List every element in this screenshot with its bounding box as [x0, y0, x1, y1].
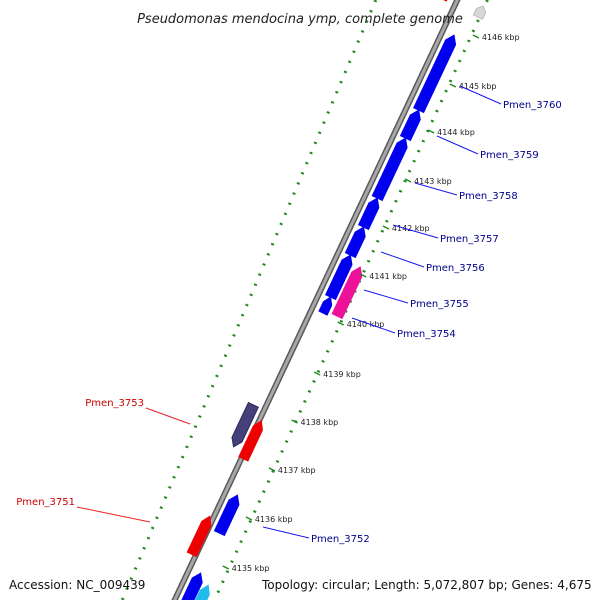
kbp-tick-label: 4135 kbp — [232, 564, 270, 573]
gene-pmen-3758-arrow — [371, 137, 408, 202]
gene-pmen-3753-box — [231, 401, 259, 448]
kbp-ticks: 4146 kbp 4145 kbp 4144 kbp 4143 kbp 4142 kbp… — [222, 33, 520, 573]
gene-label-leader — [145, 407, 191, 425]
gene-bottom-blue-arrow — [181, 572, 203, 600]
gene-pmen-3752-arrow — [213, 494, 240, 537]
gene-label-leader — [363, 289, 409, 304]
gene-pmen-3754-arrow — [318, 296, 333, 316]
gene-label-leader — [262, 526, 310, 539]
kbp-tick-mark — [245, 516, 253, 521]
gene-pink-arrow — [331, 266, 363, 320]
gene-top-red-arrow — [443, 0, 448, 2]
gene-label-leader — [392, 224, 439, 239]
gene-label-leader — [436, 135, 479, 155]
gene-cyan-arrow — [195, 584, 210, 600]
kbp-tick-mark — [359, 273, 367, 278]
gene-label-leader — [351, 317, 396, 334]
kbp-tick-label: 4143 kbp — [414, 177, 452, 186]
kbp-tick-label: 4140 kbp — [347, 320, 385, 329]
kbp-tick-mark — [268, 467, 276, 472]
gene-label-leader — [380, 251, 425, 268]
kbp-tick-label: 4137 kbp — [278, 466, 316, 475]
kbp-tick-label: 4141 kbp — [369, 272, 407, 281]
gene-label-pmen-3757: Pmen_3757 — [440, 234, 499, 245]
kbp-tick-mark — [222, 565, 230, 570]
kbp-tick-mark — [472, 34, 480, 39]
kbp-tick-mark — [427, 129, 435, 134]
kbp-tick-mark — [382, 225, 390, 230]
gene-label-pmen-3759: Pmen_3759 — [480, 150, 539, 161]
gene-labels: Pmen_3760 Pmen_3759 Pmen_3758 Pmen_3757 Pmen… — [16, 85, 562, 545]
gene-label-leader — [414, 182, 458, 196]
gene-label-pmen-3758: Pmen_3758 — [459, 191, 518, 202]
gene-pmen-3760-arrow — [413, 34, 457, 114]
kbp-tick-label: 4144 kbp — [437, 128, 475, 137]
kbp-tick-label: 4142 kbp — [392, 224, 430, 233]
gene-label-pmen-3753: Pmen_3753 — [85, 398, 144, 409]
gene-pmen-3759-arrow — [399, 109, 421, 142]
gene-top-grey-arrow — [472, 5, 487, 20]
kbp-tick-mark — [337, 321, 345, 326]
gene-red-arrow — [238, 419, 263, 462]
gene-label-pmen-3755: Pmen_3755 — [410, 299, 469, 310]
kbp-tick-mark — [313, 371, 321, 376]
gene-label-pmen-3751: Pmen_3751 — [16, 497, 75, 508]
gene-label-leader — [76, 506, 151, 523]
gene-label-pmen-3752: Pmen_3752 — [311, 534, 370, 545]
gene-label-leader — [459, 85, 502, 105]
kbp-tick-label: 4139 kbp — [323, 370, 361, 379]
genome-summary-text: Topology: circular; Length: 5,072,807 bp… — [262, 578, 592, 592]
kbp-tick-label: 4136 kbp — [255, 515, 293, 524]
gene-pmen-3756-arrow — [344, 226, 366, 259]
kbp-tick-mark — [404, 178, 412, 183]
kbp-tick-mark — [291, 419, 298, 424]
kbp-tick-label: 4146 kbp — [482, 33, 520, 42]
gene-features — [181, 0, 487, 600]
gene-label-pmen-3754: Pmen_3754 — [397, 329, 456, 340]
kbp-tick-label: 4145 kbp — [459, 82, 497, 91]
genome-backbone — [171, 0, 461, 600]
kbp-tick-label: 4138 kbp — [301, 418, 339, 427]
gene-label-pmen-3756: Pmen_3756 — [426, 263, 485, 274]
accession-text: Accession: NC_009439 — [9, 578, 146, 592]
gene-pmen-3755-arrow — [324, 254, 353, 301]
kbp-tick-mark — [449, 83, 457, 88]
gene-label-pmen-3760: Pmen_3760 — [503, 100, 562, 111]
gene-pmen-3751-arrow — [186, 515, 212, 558]
map-title: Pseudomonas mendocina ymp, complete geno… — [137, 12, 463, 27]
gene-pmen-3757-arrow — [357, 197, 380, 231]
